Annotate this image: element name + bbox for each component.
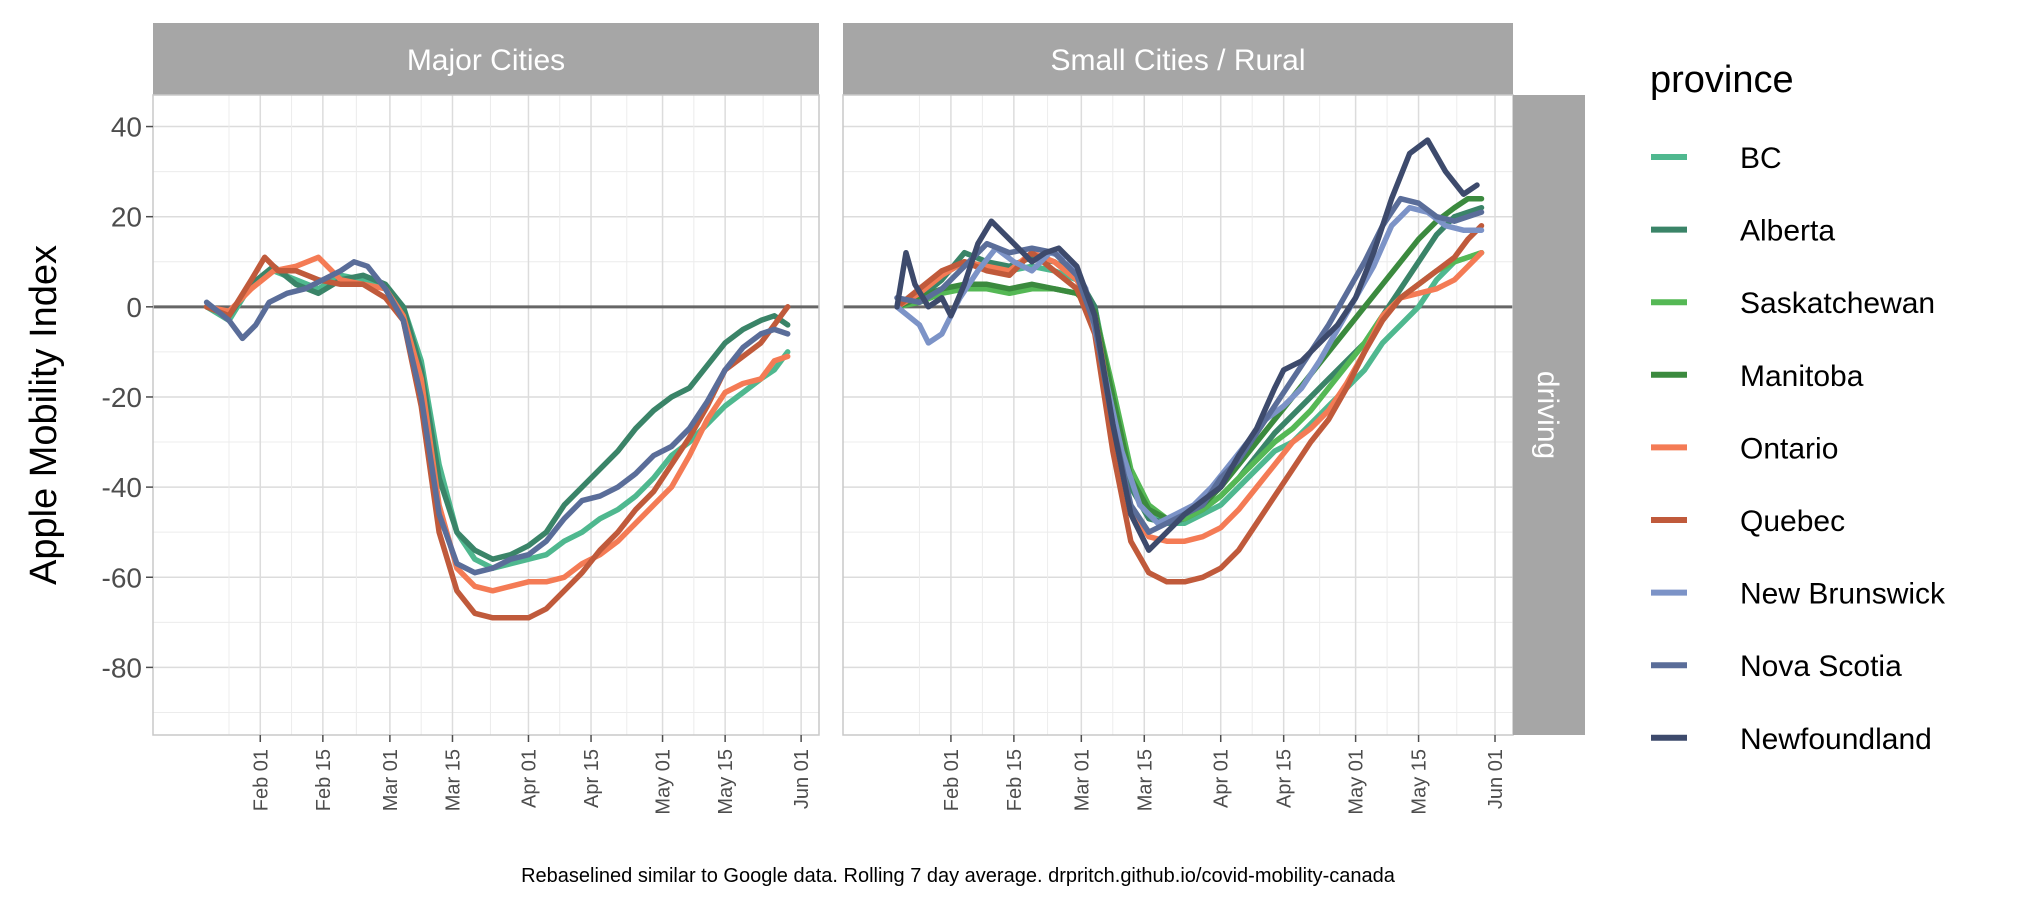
x-tick-label: Feb 15 [313, 749, 335, 811]
row-strip [1513, 95, 1585, 735]
y-axis-label: Apple Mobility Index [23, 245, 65, 585]
x-tick-label: May 15 [715, 749, 737, 815]
series-line-quebec [203, 254, 791, 621]
series-line-nova-scotia [203, 259, 791, 576]
series-line-alberta [203, 263, 791, 562]
plot-background [843, 95, 1513, 735]
legend-item-new-brunswick: New Brunswick [1651, 578, 1946, 611]
plot-area-small-cities-rural [842, 94, 1514, 736]
legend-title: province [1650, 59, 1794, 101]
x-tick-label: Apr 01 [1211, 749, 1233, 808]
legend-item-manitoba: Manitoba [1651, 360, 1864, 393]
legend-item-bc: BC [1651, 142, 1782, 175]
legend-label: Alberta [1740, 215, 1835, 248]
row-strip-label: driving [1531, 371, 1564, 459]
legend-label: BC [1740, 142, 1782, 175]
legend-item-nova-scotia: Nova Scotia [1651, 650, 1902, 683]
panel-strip-major-cities [153, 23, 819, 95]
x-tick-label: Mar 15 [1134, 749, 1156, 811]
legend-label: Nova Scotia [1740, 650, 1902, 683]
legend-item-newfoundland: Newfoundland [1651, 723, 1932, 756]
y-tick-label: 40 [111, 112, 142, 143]
x-tick-label: Feb 01 [250, 749, 272, 811]
series-line-ontario [203, 254, 791, 594]
legend-item-saskatchewan: Saskatchewan [1651, 287, 1935, 320]
panel-title-major-cities: Major Cities [407, 44, 565, 77]
legend-item-ontario: Ontario [1651, 432, 1838, 465]
legend-label: New Brunswick [1740, 578, 1946, 611]
series-line-newfoundland [894, 137, 1480, 553]
x-tick-label: Apr 15 [581, 749, 603, 808]
panel-title-small-cities-rural: Small Cities / Rural [1050, 44, 1305, 77]
y-tick-label: 20 [111, 202, 142, 233]
y-tick-label: 0 [126, 292, 142, 323]
y-tick-label: -20 [102, 382, 142, 413]
y-tick-label: -60 [102, 562, 142, 593]
x-tick-label: Apr 15 [1274, 749, 1296, 808]
series-line-new-brunswick [894, 204, 1485, 526]
x-tick-label: Jun 01 [791, 749, 813, 809]
y-tick-label: -40 [102, 472, 142, 503]
x-tick-label: May 15 [1409, 749, 1431, 815]
y-tick-label: -80 [102, 652, 142, 683]
panel-strip-small-cities-rural [843, 23, 1513, 95]
legend-label: Manitoba [1740, 360, 1864, 393]
panel-border [152, 94, 820, 736]
legend: province BC Alberta Saskatchewan Manitoba On… [1650, 59, 1946, 756]
x-tick-label: May 01 [1346, 749, 1368, 815]
plot-area-major-cities [152, 94, 820, 736]
x-tick-label: May 01 [653, 749, 675, 815]
panel-small-cities-rural: Small Cities / Rural [842, 23, 1514, 736]
legend-label: Quebec [1740, 505, 1845, 538]
caption: Rebaselined similar to Google data. Roll… [521, 865, 1396, 887]
x-tick-label: Feb 15 [1004, 749, 1026, 811]
x-tick-label: Jun 01 [1485, 749, 1507, 809]
x-tick-label: Apr 01 [519, 749, 541, 808]
x-tick-label: Mar 01 [380, 749, 402, 811]
x-axis: Feb 01 Feb 15 Mar 01 Mar 15 Apr 01 Apr 15 May … [250, 735, 1507, 815]
x-tick-label: Feb 01 [941, 749, 963, 811]
legend-label: Saskatchewan [1740, 287, 1935, 320]
legend-item-alberta: Alberta [1651, 215, 1835, 248]
y-axis: -80 -60 -40 -20 0 20 40 [102, 112, 153, 683]
series-line-quebec [894, 222, 1485, 585]
x-tick-label: Mar 01 [1071, 749, 1093, 811]
x-tick-label: Mar 15 [443, 749, 465, 811]
legend-label: Ontario [1740, 432, 1838, 465]
legend-label: Newfoundland [1740, 723, 1932, 756]
legend-item-quebec: Quebec [1651, 505, 1845, 538]
panel-major-cities: Major Cities [152, 23, 820, 736]
